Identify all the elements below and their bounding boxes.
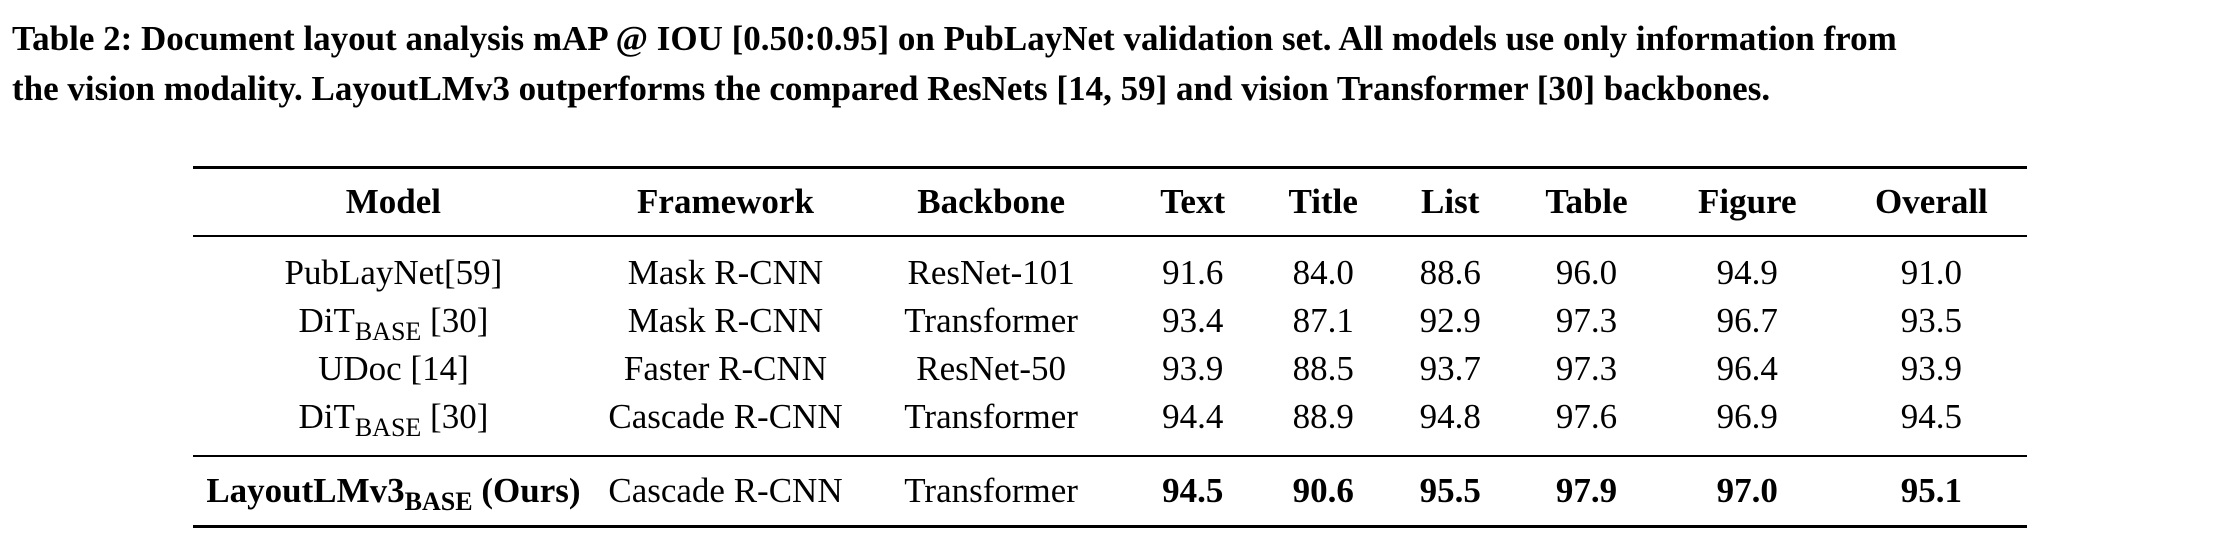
- model-name: PubLayNet[59]: [284, 253, 503, 292]
- cell-model: DiTBASE [30]: [193, 393, 594, 456]
- cell-framework: Faster R-CNN: [623, 349, 828, 388]
- cell-backbone: ResNet-50: [916, 349, 1066, 388]
- table-row-ours: LayoutLMv3BASE (Ours) Cascade R-CNN Tran…: [193, 455, 2027, 528]
- cell-framework: Cascade R-CNN: [608, 397, 843, 436]
- cell-overall: 94.5: [1900, 397, 1963, 436]
- cell-list: 88.6: [1419, 253, 1481, 292]
- cell-figure: 96.7: [1716, 301, 1778, 340]
- caption-line-2: the vision modality. LayoutLMv3 outperfo…: [12, 69, 1771, 108]
- cell-table: 96.0: [1555, 253, 1618, 292]
- cell-list: 93.7: [1419, 349, 1481, 388]
- results-table: Model Framework Backbone Text Title List…: [193, 166, 2027, 528]
- cell-model: LayoutLMv3BASE (Ours): [193, 455, 594, 528]
- cell-table: 97.3: [1555, 349, 1618, 388]
- table-header: Model Framework Backbone Text Title List…: [193, 166, 2027, 237]
- cell-figure: 94.9: [1716, 253, 1778, 292]
- cell-table: 97.6: [1555, 397, 1618, 436]
- cell-list: 92.9: [1419, 301, 1481, 340]
- cell-backbone: ResNet-101: [907, 253, 1075, 292]
- caption-line-1: Table 2: Document layout analysis mAP @ …: [12, 19, 1897, 58]
- header-backbone: Backbone: [857, 166, 1126, 237]
- header-row: Model Framework Backbone Text Title List…: [193, 166, 2027, 237]
- model-suffix: [30]: [421, 301, 489, 340]
- table-row: UDoc [14] Faster R-CNN ResNet-50 93.9 88…: [193, 345, 2027, 393]
- cell-list: 95.5: [1386, 455, 1515, 528]
- model-suffix: [30]: [421, 397, 489, 436]
- model-name: UDoc [14]: [318, 349, 469, 388]
- model-name: DiT: [298, 301, 355, 340]
- cell-overall: 93.9: [1900, 349, 1963, 388]
- header-framework: Framework: [593, 166, 858, 237]
- cell-framework: Cascade R-CNN: [593, 455, 858, 528]
- cell-model: PubLayNet[59]: [193, 236, 594, 297]
- header-model: Model: [193, 166, 594, 237]
- table-footer-ours: LayoutLMv3BASE (Ours) Cascade R-CNN Tran…: [193, 455, 2027, 528]
- cell-text: 91.6: [1162, 253, 1224, 292]
- cell-title: 87.1: [1292, 301, 1354, 340]
- cell-list: 94.8: [1419, 397, 1481, 436]
- header-overall: Overall: [1835, 166, 2027, 237]
- table-row: PubLayNet[59] Mask R-CNN ResNet-101 91.6…: [193, 236, 2027, 297]
- model-subscript: BASE: [404, 487, 473, 516]
- cell-overall: 95.1: [1835, 455, 2027, 528]
- header-title: Title: [1260, 166, 1387, 237]
- header-list: List: [1386, 166, 1515, 237]
- cell-table: 97.3: [1555, 301, 1618, 340]
- cell-figure: 96.9: [1716, 397, 1778, 436]
- cell-title: 84.0: [1292, 253, 1354, 292]
- table-row: DiTBASE [30] Mask R-CNN Transformer 93.4…: [193, 297, 2027, 345]
- cell-text: 93.4: [1162, 301, 1224, 340]
- results-table-container: Model Framework Backbone Text Title List…: [193, 166, 2027, 528]
- cell-framework: Mask R-CNN: [627, 301, 824, 340]
- table-body: PubLayNet[59] Mask R-CNN ResNet-101 91.6…: [193, 236, 2027, 456]
- cell-figure: 96.4: [1716, 349, 1778, 388]
- cell-title: 88.5: [1292, 349, 1354, 388]
- cell-title: 88.9: [1292, 397, 1354, 436]
- cell-title: 90.6: [1260, 455, 1387, 528]
- table-caption: Table 2: Document layout analysis mAP @ …: [12, 14, 2228, 114]
- model-suffix: (Ours): [472, 471, 581, 510]
- cell-model: DiTBASE [30]: [193, 297, 594, 345]
- cell-overall: 91.0: [1900, 253, 1963, 292]
- model-name: DiT: [298, 397, 355, 436]
- header-figure: Figure: [1658, 166, 1836, 237]
- cell-framework: Mask R-CNN: [627, 253, 824, 292]
- header-text: Text: [1125, 166, 1261, 237]
- cell-model: UDoc [14]: [193, 345, 594, 393]
- model-subscript: BASE: [354, 413, 422, 442]
- cell-text: 93.9: [1162, 349, 1224, 388]
- cell-overall: 93.5: [1900, 301, 1963, 340]
- cell-text: 94.5: [1125, 455, 1261, 528]
- table-row: DiTBASE [30] Cascade R-CNN Transformer 9…: [193, 393, 2027, 456]
- cell-table: 97.9: [1514, 455, 1659, 528]
- cell-figure: 97.0: [1658, 455, 1836, 528]
- cell-backbone: Transformer: [857, 455, 1126, 528]
- cell-text: 94.4: [1162, 397, 1224, 436]
- cell-backbone: Transformer: [904, 301, 1078, 340]
- header-table: Table: [1514, 166, 1659, 237]
- cell-backbone: Transformer: [904, 397, 1078, 436]
- model-name: LayoutLMv3: [206, 471, 405, 510]
- model-subscript: BASE: [354, 317, 422, 346]
